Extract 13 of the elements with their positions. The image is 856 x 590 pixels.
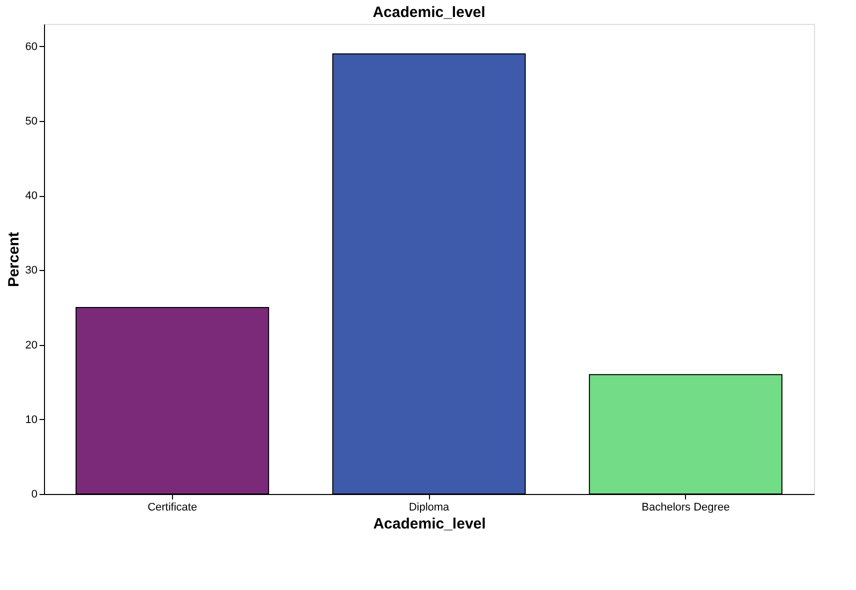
y-tick-label: 30 [25, 264, 38, 277]
x-tick-label: Bachelors Degree [642, 502, 730, 514]
x-tick-label: Certificate [148, 502, 198, 514]
y-tick-label: 20 [25, 339, 38, 352]
y-tick-label: 10 [25, 414, 38, 426]
x-tick-label: Diploma [408, 502, 450, 514]
y-axis-title: Percent [5, 232, 22, 288]
y-tick-label: 0 [31, 488, 38, 500]
x-axis-title: Academic_level [373, 516, 486, 532]
y-tick-label: 40 [25, 190, 38, 202]
chart-title: Academic_level [372, 4, 486, 21]
y-tick-label: 60 [25, 40, 38, 53]
y-tick-label: 50 [25, 115, 38, 128]
